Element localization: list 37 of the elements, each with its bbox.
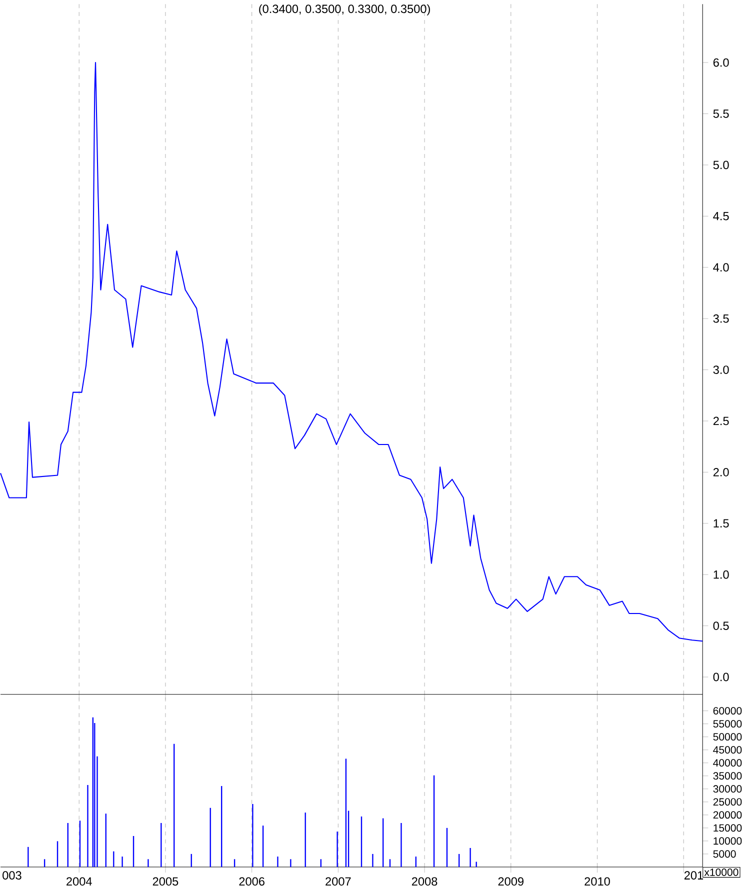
y-tick-label: 5000 [713, 850, 736, 858]
y-tick-label: 30000 [713, 785, 742, 793]
y-tick-label: 50000 [713, 733, 742, 741]
x-tick-label: 2006 [239, 877, 265, 886]
text: 003 [2, 871, 22, 880]
y-tick-label: 3.0 [713, 366, 729, 374]
y-tick-label: 40000 [713, 759, 742, 767]
y-tick-label: 35000 [713, 772, 742, 780]
x-tick-label: 2008 [412, 877, 438, 886]
y-tick-label: 20000 [713, 811, 742, 819]
y-tick-label: 5.5 [713, 110, 729, 118]
y-tick-label: 4.5 [713, 212, 729, 220]
text: x10000 [704, 868, 738, 876]
y-tick-label: 0.5 [713, 622, 729, 630]
x-tick-label: 2007 [326, 877, 351, 886]
y-tick-label: 55000 [713, 720, 742, 728]
line-series [0, 62, 704, 642]
chart-title: (0.3400, 0.3500, 0.3300, 0.3500) [259, 4, 430, 16]
y-tick-label: 2.5 [714, 416, 729, 426]
y-tick-label: 60000 [713, 707, 742, 715]
y-tick-label: 2.0 [714, 468, 729, 476]
y-tick-label: 4.0 [713, 263, 729, 272]
y-tick-label: 5.0 [713, 160, 729, 170]
y-tick-label: 45000 [713, 746, 742, 754]
y-tick-label: 15000 [714, 824, 742, 832]
y-tick-label: 1.5 [714, 519, 729, 528]
y-tick-label: 3.5 [713, 314, 729, 323]
x-tick-label: 2005 [152, 877, 178, 886]
x-tick-label: 2004 [66, 877, 92, 886]
text: 201 [684, 871, 704, 880]
y-tick-label: 1.0 [714, 570, 729, 579]
x-tick-label: 2009 [498, 877, 524, 886]
y-tick-label: 25000 [713, 798, 742, 806]
x-tick-label: 2010 [584, 877, 610, 886]
y-tick-label: 10000 [714, 837, 742, 845]
y-tick-label: 0.0 [713, 672, 729, 682]
y-tick-label: 6.0 [714, 58, 729, 67]
